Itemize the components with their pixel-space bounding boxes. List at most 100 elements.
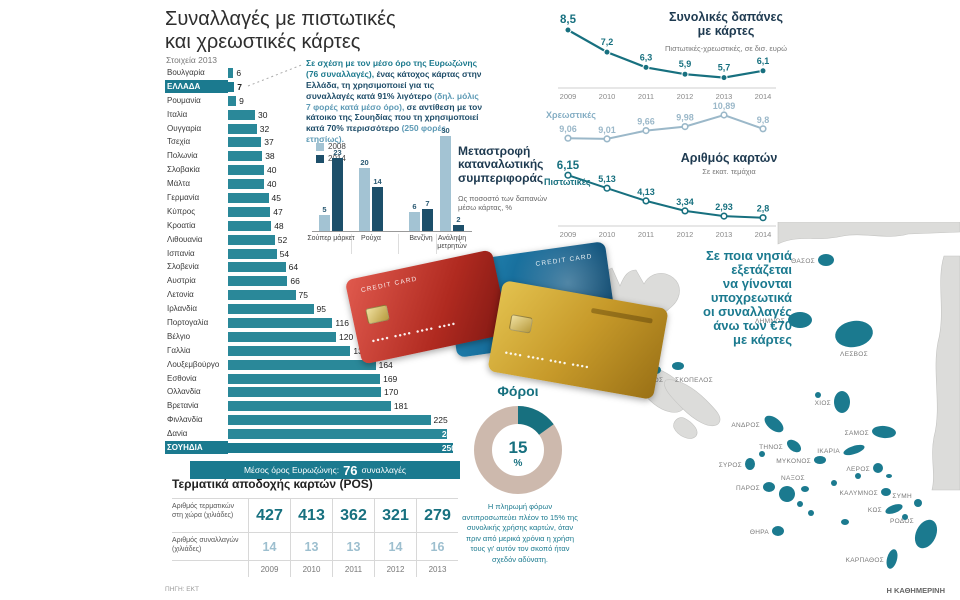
country-barwrap: 30 — [228, 108, 461, 122]
islet — [815, 392, 821, 398]
country-barwrap: 7 — [228, 80, 461, 94]
spending-year-label: 2011 — [638, 92, 654, 101]
cards-point-label: 5,13 — [598, 174, 616, 184]
country-label: Ιρλανδία — [167, 305, 197, 314]
island-label-ΣΚΟΠΕΛΟΣ: ΣΚΟΠΕΛΟΣ — [675, 377, 713, 384]
island-label-ΑΝΔΡΟΣ: ΑΝΔΡΟΣ — [731, 422, 760, 429]
spending-point — [603, 48, 611, 56]
country-label: Τσεχία — [167, 138, 191, 147]
country-bar — [228, 109, 255, 120]
cards-point-label: 2,93 — [715, 202, 733, 212]
country-row: Βουλγαρία 6 — [165, 66, 461, 80]
island-label-ΛΕΡΟΣ: ΛΕΡΟΣ — [846, 466, 870, 473]
cards-point-label: 6,15 — [557, 160, 580, 172]
island-ΚΑΡΠΑΘΟΣ — [886, 549, 898, 569]
country-barwrap: 47 — [228, 205, 461, 219]
behavior-bar-2008 — [319, 215, 330, 231]
island-label-ΙΚΑΡΙΑ: ΙΚΑΡΙΑ — [817, 448, 840, 455]
pos-row-transactions: Αριθμός συναλλαγών (χιλιάδες) 14 13 13 14 16 — [172, 533, 458, 561]
thrace-coast — [777, 222, 960, 245]
behavior-bar-2014 — [422, 208, 433, 231]
country-barwrap: 48 — [228, 219, 461, 233]
cards-point-Χρεωστικές — [720, 111, 728, 119]
island-ΜΥΚΟΝΟΣ — [814, 456, 826, 464]
country-label: Πορτογαλία — [167, 318, 209, 327]
credit-series-label: Πιστωτικές — [544, 177, 591, 187]
island-ΧΙΟΣ — [834, 391, 850, 413]
card-chip-icon — [508, 314, 534, 334]
behavior-chart-subtitle: Ως ποσοστό των δαπανών μέσω κάρτας, % — [458, 194, 548, 213]
country-label: Ιταλία — [167, 110, 188, 119]
callout-segment: ένας κάτοχος κάρτας στην Ελλάδα, τη χρησ… — [306, 68, 482, 101]
behavior-chart-title: Μεταστροφή καταναλωτικής συμπεριφοράς — [458, 144, 544, 185]
publisher-brand: Η ΚΑΘΗΜΕΡΙΝΗ — [886, 586, 945, 595]
islet — [831, 480, 837, 486]
country-barwrap: 116 — [228, 316, 461, 330]
country-row: ΕΛΛΑΔΑ 7 — [165, 80, 461, 94]
country-row: Βέλγιο 120 — [165, 330, 461, 344]
cards-line-Χρεωστικές — [567, 113, 764, 140]
islet — [841, 519, 849, 525]
island-ΝΑΞΟΣ — [779, 486, 795, 502]
island-label-ΤΗΝΟΣ: ΤΗΝΟΣ — [759, 444, 783, 451]
islet — [886, 474, 892, 478]
country-barwrap: 169 — [228, 372, 461, 386]
callout-segment: (δηλ. μόλις 7 φορές κατά μέσο όρο), — [306, 90, 479, 112]
islet — [759, 451, 765, 457]
country-bar — [228, 165, 264, 176]
country-bar — [228, 206, 271, 217]
pos-years-row: 2009 2010 2011 2012 2013 — [172, 561, 458, 577]
country-barwrap: 181 — [228, 399, 461, 413]
country-row: Ιρλανδία 95 — [165, 302, 461, 316]
behavior-category-label: Ανάληψη μετρητών — [437, 235, 467, 251]
country-value: 6 — [236, 67, 242, 78]
cards-point-Χρεωστικές — [681, 122, 689, 131]
country-label: ΕΛΛΑΔΑ — [165, 80, 228, 94]
page-title: Συναλλαγές με πιστωτικές και χρεωστικές … — [165, 8, 396, 54]
spending-year-label: 2014 — [755, 92, 772, 101]
country-value: 64 — [288, 262, 299, 273]
country-label: Ουγγαρία — [167, 124, 202, 133]
spending-point — [681, 70, 689, 78]
country-bar — [228, 415, 431, 426]
island-label-ΣΥΜΗ: ΣΥΜΗ — [892, 493, 912, 500]
pos-row-terminals: Αριθμός τερματικών στη χώρα (χιλιάδες) 4… — [172, 499, 458, 533]
card-label: CREDIT CARD — [360, 275, 419, 295]
pos-table: Αριθμός τερματικών στη χώρα (χιλιάδες) 4… — [172, 498, 458, 577]
cards-point-label: 9,06 — [559, 124, 577, 134]
country-value: 7 — [237, 81, 243, 92]
islet — [808, 510, 814, 516]
island-label-ΛΗΜΝΟΣ: ΛΗΜΝΟΣ — [755, 318, 785, 325]
country-bar — [228, 137, 262, 148]
average-suffix: συναλλαγές — [361, 465, 407, 475]
island-label-ΜΥΚΟΝΟΣ: ΜΥΚΟΝΟΣ — [776, 458, 811, 465]
country-value: 243 — [441, 429, 456, 440]
taxes-note: Η πληρωμή φόρων αντιπροσωπεύει πλέον το … — [462, 502, 578, 564]
pos-year-label: 2012 — [374, 561, 416, 577]
country-value: 48 — [274, 220, 284, 231]
pos-year-label: 2009 — [248, 561, 290, 577]
country-value: 54 — [279, 248, 290, 259]
cards-point-Πιστωτικές — [642, 197, 650, 205]
spending-year-label: 2012 — [677, 92, 694, 101]
country-bar — [228, 331, 336, 342]
island-label-ΣΥΡΟΣ: ΣΥΡΟΣ — [719, 462, 742, 469]
islet — [801, 486, 809, 492]
spending-point-label: 8,5 — [560, 14, 577, 26]
cards-point-label: 4,13 — [637, 187, 655, 197]
island-ΛΕΣΒΟΣ — [835, 320, 873, 348]
cards-point-Χρεωστικές — [603, 135, 611, 143]
island-label-ΠΑΡΟΣ: ΠΑΡΟΣ — [736, 485, 760, 492]
country-row: Τσεχία 37 — [165, 135, 461, 149]
country-value: 75 — [298, 290, 308, 301]
country-row: Γερμανία 45 — [165, 191, 461, 205]
pos-row-values: 14 13 13 14 16 — [248, 533, 458, 560]
page-title-line2: και χρεωστικές κάρτες — [165, 31, 361, 53]
country-barwrap: 64 — [228, 260, 461, 274]
country-bar — [228, 248, 277, 259]
country-barwrap: 170 — [228, 385, 461, 399]
country-bar — [228, 179, 264, 190]
card-chip-icon — [365, 304, 390, 325]
